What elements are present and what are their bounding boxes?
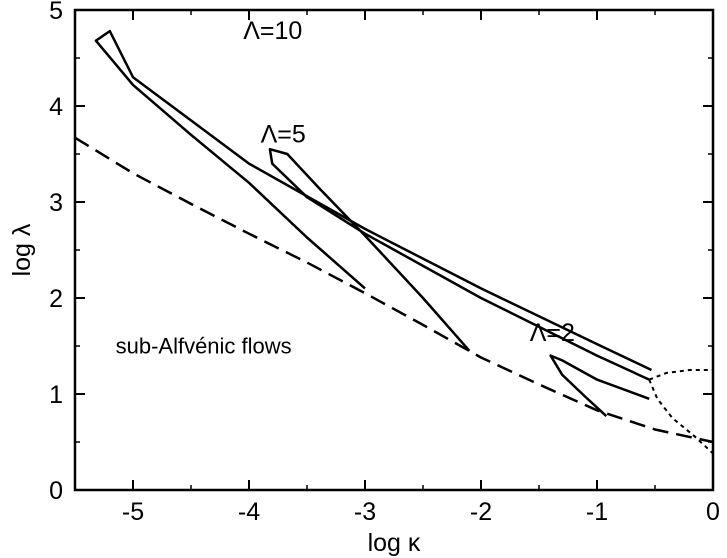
y-tick-label: 4 bbox=[49, 93, 63, 121]
y-tick-label: 0 bbox=[49, 477, 63, 505]
series-dotted-4 bbox=[648, 369, 713, 381]
annotations-layer: Λ=10 Λ=5 Λ=2 sub-Alfvénic flows bbox=[116, 17, 575, 359]
x-tick-label: -4 bbox=[238, 498, 260, 526]
y-tick-label: 5 bbox=[49, 0, 63, 25]
x-tick-label: -2 bbox=[470, 498, 492, 526]
curve-label-0: Λ=10 bbox=[243, 17, 302, 45]
y-tick-label: 3 bbox=[49, 189, 63, 217]
series-dotted-5 bbox=[648, 379, 714, 455]
x-tick-label: -1 bbox=[586, 498, 608, 526]
ticks-layer: -5 -4 -3 -2 -1 0 0 1 2 3 4 5 bbox=[49, 0, 720, 526]
series-2 bbox=[549, 354, 650, 418]
y-axis-label: log λ bbox=[8, 223, 36, 276]
series-dashed-3 bbox=[74, 136, 714, 444]
y-tick-label: 2 bbox=[49, 285, 63, 313]
x-axis-label: log κ bbox=[368, 529, 421, 557]
x-tick-label: 0 bbox=[706, 498, 720, 526]
region-label-sub-alfvenic: sub-Alfvénic flows bbox=[116, 334, 292, 359]
y-tick-label: 1 bbox=[49, 381, 63, 409]
series-5 bbox=[268, 147, 650, 381]
curve-label-1: Λ=5 bbox=[261, 120, 306, 148]
series-10 bbox=[94, 29, 653, 372]
curve-label-2: Λ=2 bbox=[530, 319, 575, 347]
x-tick-label: -3 bbox=[354, 498, 376, 526]
x-tick-label: -5 bbox=[122, 498, 144, 526]
curves-layer bbox=[74, 29, 714, 455]
